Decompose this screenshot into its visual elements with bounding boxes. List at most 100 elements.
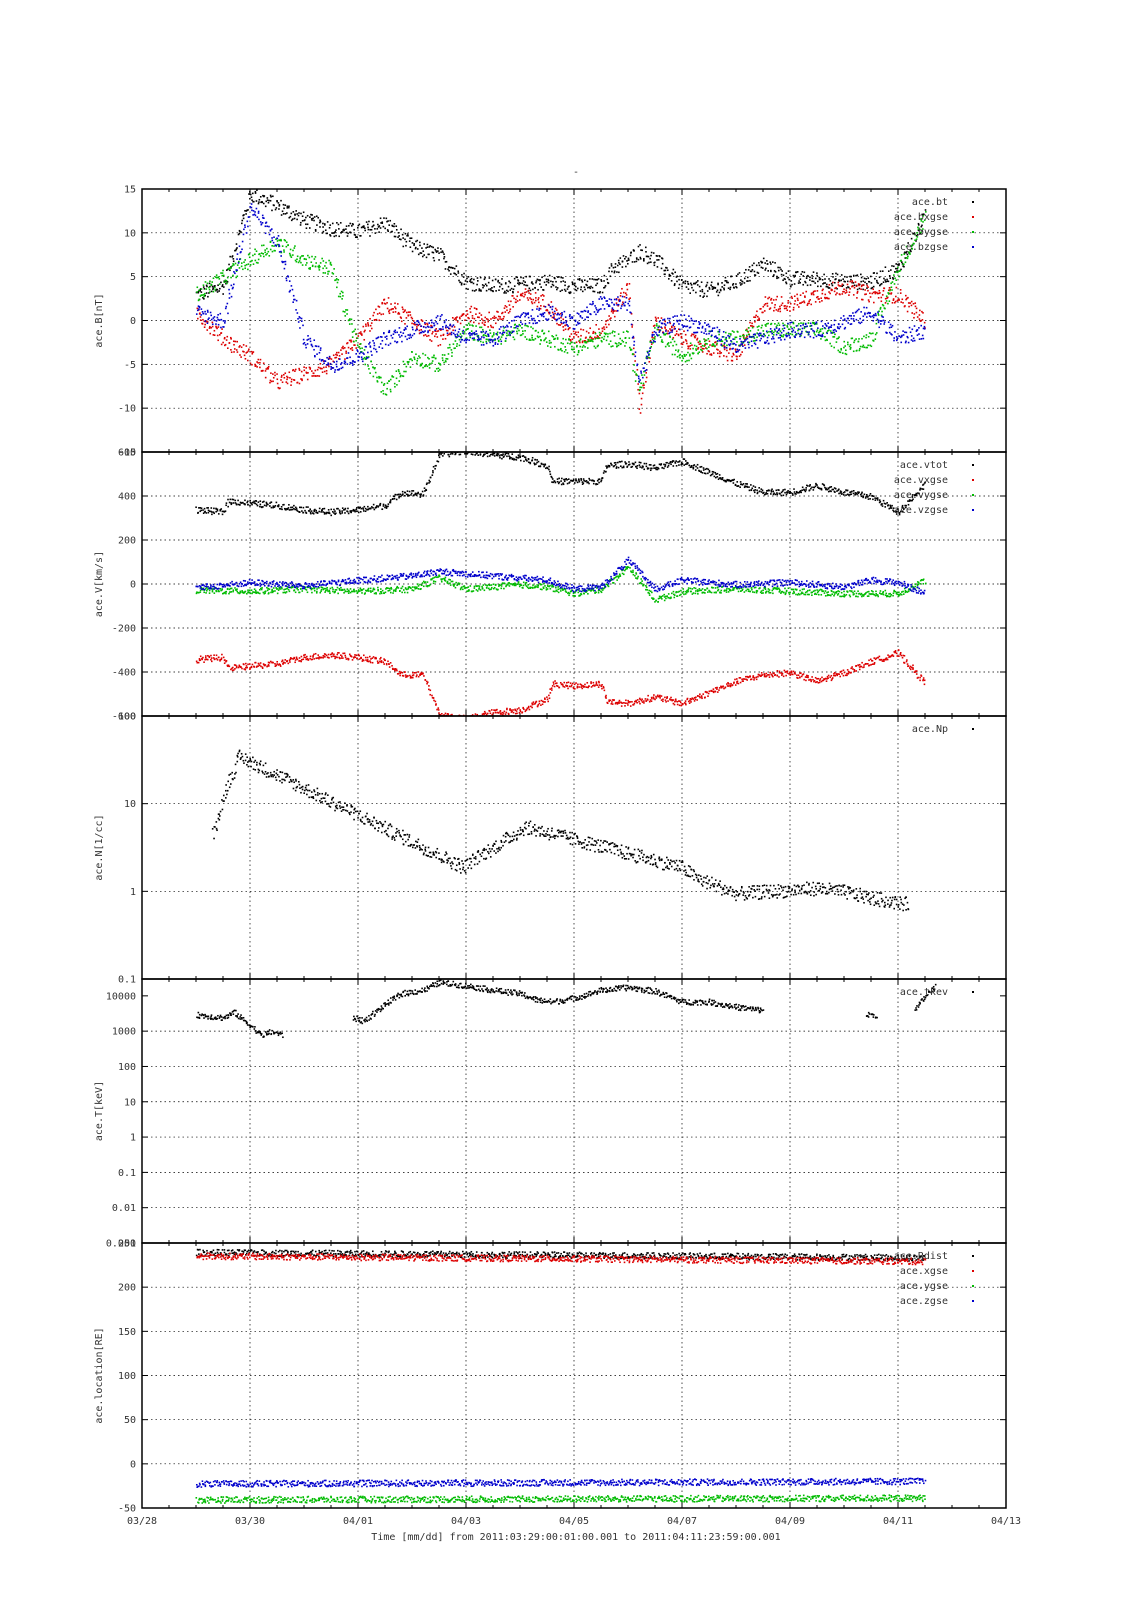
data-point — [288, 216, 291, 219]
data-point — [739, 282, 741, 284]
data-point — [380, 313, 383, 316]
data-point — [626, 288, 629, 291]
data-point — [561, 477, 563, 480]
data-point — [613, 465, 616, 467]
data-point — [657, 328, 660, 331]
data-point — [650, 467, 652, 470]
data-point — [735, 275, 738, 277]
data-point — [288, 371, 291, 374]
data-point — [331, 272, 334, 274]
data-point — [914, 233, 916, 236]
data-point — [826, 332, 828, 335]
data-point — [469, 332, 471, 334]
data-point — [207, 509, 210, 512]
data-point — [777, 332, 780, 335]
data-point — [286, 375, 288, 378]
data-point — [316, 224, 318, 226]
data-point — [280, 379, 282, 381]
data-point — [224, 307, 227, 310]
data-point — [199, 289, 201, 291]
data-point — [770, 299, 772, 301]
data-point — [341, 366, 344, 369]
data-point — [539, 307, 542, 310]
data-point — [230, 267, 232, 269]
data-point — [792, 308, 795, 311]
data-point — [706, 295, 708, 298]
data-point — [499, 316, 501, 318]
data-point — [779, 266, 781, 269]
data-point — [807, 333, 810, 336]
data-point — [626, 262, 629, 265]
data-point — [531, 309, 534, 311]
data-point — [816, 329, 819, 331]
data-point — [504, 311, 507, 313]
data-point — [404, 494, 406, 497]
data-point — [562, 280, 565, 282]
data-point — [652, 252, 655, 254]
data-point — [591, 338, 593, 341]
data-point — [552, 335, 555, 338]
data-point — [395, 225, 398, 227]
data-point — [853, 286, 856, 289]
data-point — [469, 334, 471, 337]
data-point — [452, 332, 455, 335]
data-point — [472, 339, 475, 341]
data-point — [581, 280, 584, 283]
data-point — [543, 465, 545, 468]
data-point — [862, 319, 865, 321]
data-point — [835, 293, 837, 296]
data-point — [812, 292, 814, 294]
y-tick-label: 10 — [124, 228, 136, 239]
data-point — [503, 315, 505, 318]
data-point — [418, 355, 420, 357]
data-point — [418, 329, 421, 332]
data-point — [383, 302, 386, 305]
data-point — [575, 285, 577, 288]
data-point — [230, 266, 232, 268]
data-point — [398, 370, 400, 373]
data-point — [624, 292, 627, 295]
data-point — [281, 261, 284, 264]
data-point — [458, 338, 461, 341]
data-point — [839, 293, 841, 296]
data-point — [519, 282, 522, 285]
data-point — [589, 303, 591, 305]
data-point — [522, 312, 525, 314]
data-point — [255, 207, 258, 210]
data-point — [294, 368, 297, 371]
data-point — [467, 316, 469, 319]
data-point — [865, 293, 867, 295]
data-point — [743, 338, 746, 341]
data-point — [617, 303, 620, 306]
data-point — [822, 288, 824, 291]
data-point — [665, 329, 667, 331]
data-point — [871, 315, 874, 317]
data-point — [316, 353, 318, 355]
data-point — [610, 298, 613, 301]
data-point — [388, 329, 391, 332]
data-point — [544, 463, 546, 466]
data-point — [862, 288, 864, 291]
data-point — [663, 323, 666, 325]
data-point — [850, 275, 852, 278]
data-point — [501, 454, 503, 457]
data-point — [676, 355, 679, 358]
data-point — [606, 300, 609, 302]
data-point — [465, 314, 467, 317]
data-point — [824, 335, 826, 338]
data-point — [865, 346, 867, 349]
data-point — [818, 331, 820, 334]
data-point — [869, 296, 872, 298]
data-point — [281, 245, 284, 247]
data-point — [391, 224, 393, 227]
data-point — [645, 462, 648, 465]
data-point — [635, 257, 638, 259]
data-point — [413, 243, 415, 245]
data-point — [795, 271, 797, 274]
data-point — [271, 245, 273, 247]
data-point — [573, 328, 576, 330]
data-point — [879, 306, 882, 309]
data-point — [332, 273, 335, 275]
data-point — [464, 449, 466, 451]
data-point — [369, 324, 372, 327]
